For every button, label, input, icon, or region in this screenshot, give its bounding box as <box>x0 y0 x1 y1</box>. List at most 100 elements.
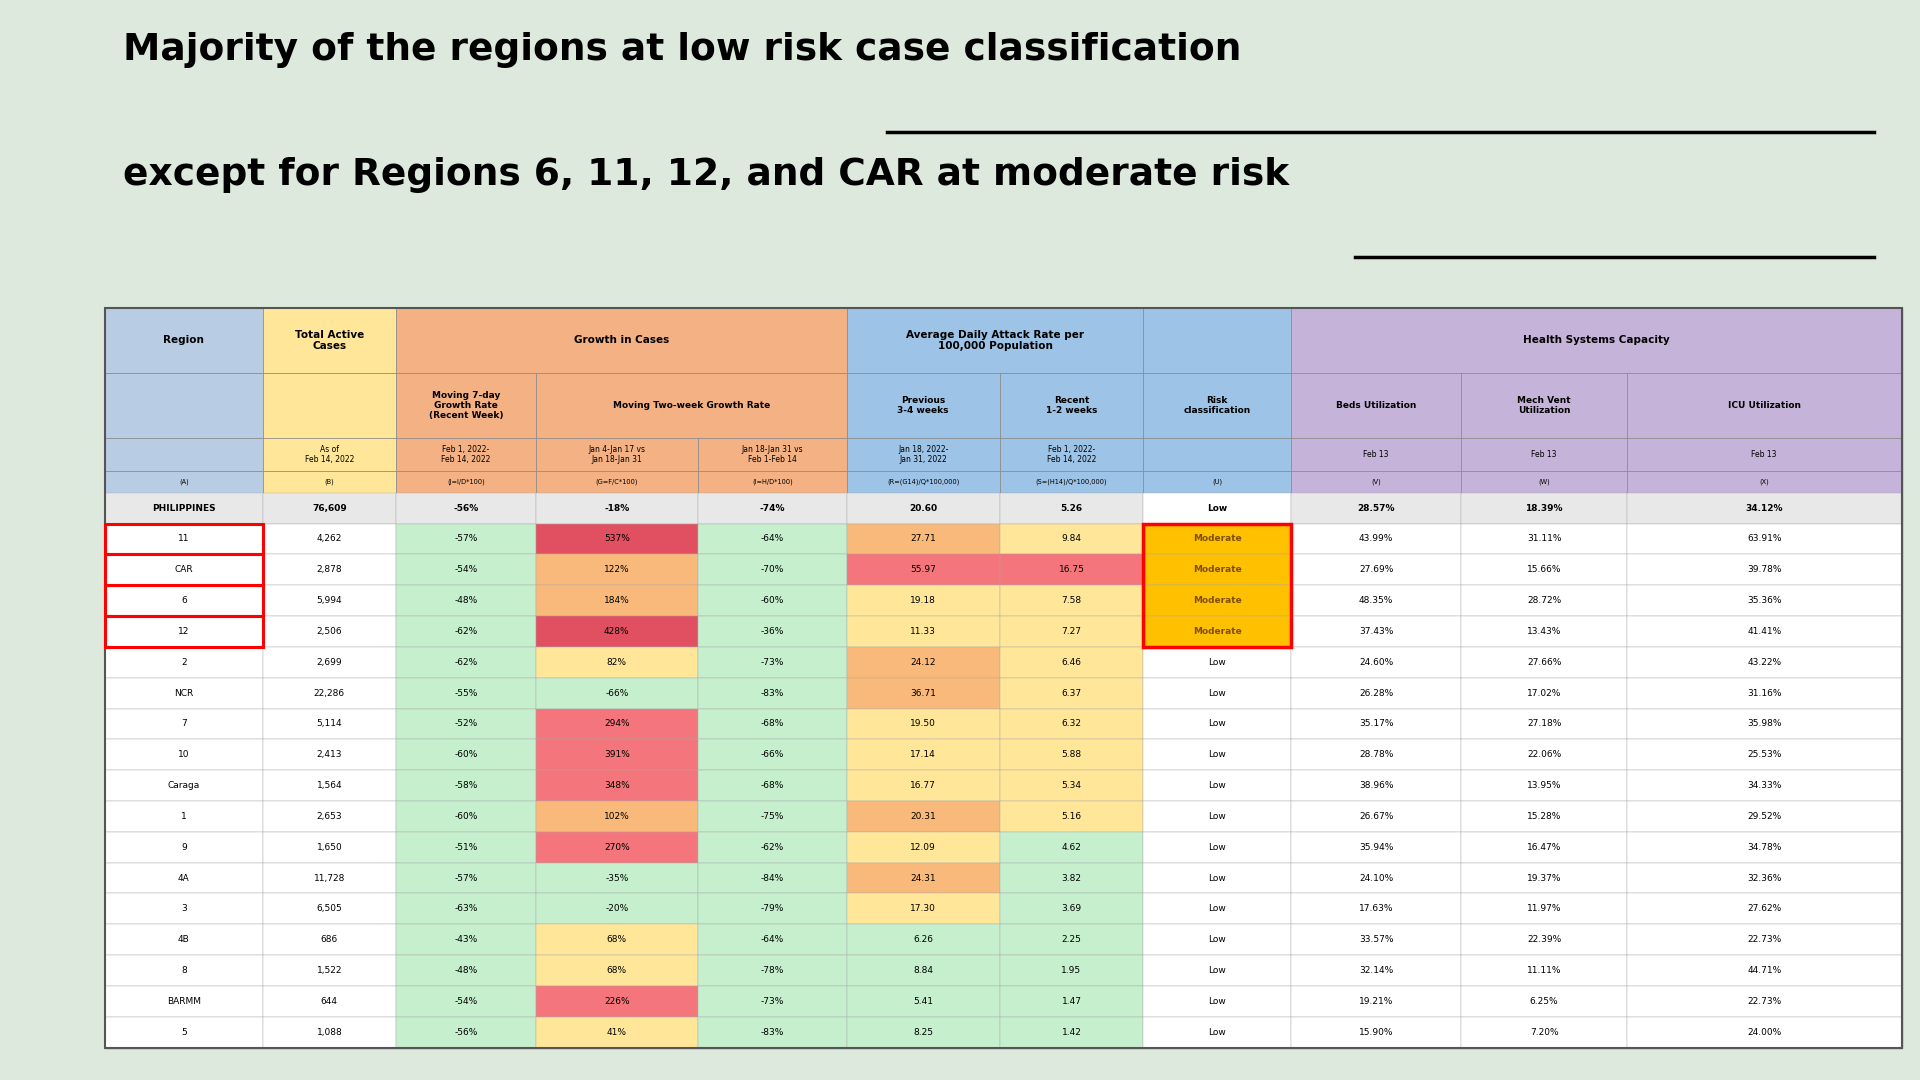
Text: (V): (V) <box>1371 478 1380 485</box>
Text: Beds Utilization: Beds Utilization <box>1336 401 1417 410</box>
Text: 39.78%: 39.78% <box>1747 565 1782 575</box>
Text: 391%: 391% <box>605 751 630 759</box>
Text: 15.90%: 15.90% <box>1359 1028 1394 1037</box>
Bar <box>697 438 847 471</box>
Bar <box>1461 524 1626 554</box>
Text: Health Systems Capacity: Health Systems Capacity <box>1523 336 1670 346</box>
Text: 26.67%: 26.67% <box>1359 812 1394 821</box>
Bar <box>1000 832 1144 863</box>
Text: -58%: -58% <box>455 781 478 791</box>
Text: 27.71: 27.71 <box>910 535 937 543</box>
Text: Jan 18-Jan 31 vs
Feb 1-Feb 14: Jan 18-Jan 31 vs Feb 1-Feb 14 <box>741 445 803 464</box>
Text: 5.34: 5.34 <box>1062 781 1081 791</box>
Text: -70%: -70% <box>760 565 783 575</box>
Bar <box>396 1016 536 1048</box>
Bar <box>263 832 396 863</box>
Bar <box>1144 373 1290 438</box>
Bar <box>847 678 1000 708</box>
Bar <box>1000 585 1144 616</box>
Text: 24.10%: 24.10% <box>1359 874 1394 882</box>
Text: 11.97%: 11.97% <box>1526 904 1561 914</box>
Text: 16.47%: 16.47% <box>1526 842 1561 852</box>
Bar <box>1461 893 1626 924</box>
Text: 686: 686 <box>321 935 338 944</box>
Bar <box>847 438 1000 471</box>
Bar <box>536 955 697 986</box>
Bar <box>536 986 697 1016</box>
Text: 32.14%: 32.14% <box>1359 966 1394 975</box>
Text: Low: Low <box>1208 812 1225 821</box>
Bar <box>1290 492 1461 524</box>
Bar <box>1290 554 1461 585</box>
Text: -62%: -62% <box>455 627 478 636</box>
Bar <box>1290 616 1461 647</box>
Bar <box>106 308 263 373</box>
Bar <box>697 955 847 986</box>
Text: -48%: -48% <box>455 596 478 605</box>
Bar <box>1290 955 1461 986</box>
Bar <box>1290 524 1461 554</box>
Bar <box>1461 740 1626 770</box>
Bar <box>1290 801 1461 832</box>
Text: 8.25: 8.25 <box>914 1028 933 1037</box>
Bar <box>263 863 396 893</box>
Text: -62%: -62% <box>760 842 783 852</box>
Text: Moving Two-week Growth Rate: Moving Two-week Growth Rate <box>612 401 770 410</box>
Bar <box>536 647 697 678</box>
Bar <box>1626 554 1901 585</box>
Bar <box>106 492 263 524</box>
Bar <box>263 1016 396 1048</box>
Text: 17.63%: 17.63% <box>1359 904 1394 914</box>
Bar <box>1144 832 1290 863</box>
Bar <box>1626 492 1901 524</box>
Bar <box>106 616 263 647</box>
Text: 5.16: 5.16 <box>1062 812 1081 821</box>
Text: Moving 7-day
Growth Rate
(Recent Week): Moving 7-day Growth Rate (Recent Week) <box>428 391 503 420</box>
Bar <box>536 492 697 524</box>
Bar <box>1000 438 1144 471</box>
Bar <box>1144 770 1290 801</box>
Bar <box>1144 308 1290 373</box>
Text: -56%: -56% <box>453 503 478 513</box>
Text: 27.66%: 27.66% <box>1526 658 1561 666</box>
Text: Jan 18, 2022-
Jan 31, 2022: Jan 18, 2022- Jan 31, 2022 <box>899 445 948 464</box>
Text: 24.31: 24.31 <box>910 874 937 882</box>
Text: 31.16%: 31.16% <box>1747 689 1782 698</box>
Text: Low: Low <box>1208 503 1227 513</box>
Text: Low: Low <box>1208 935 1225 944</box>
Text: Low: Low <box>1208 997 1225 1005</box>
Bar <box>1000 986 1144 1016</box>
Text: (X): (X) <box>1759 478 1768 485</box>
Text: 43.99%: 43.99% <box>1359 535 1394 543</box>
Text: 1,650: 1,650 <box>317 842 342 852</box>
Text: -43%: -43% <box>455 935 478 944</box>
Bar <box>1290 893 1461 924</box>
Bar <box>847 893 1000 924</box>
Text: As of
Feb 14, 2022: As of Feb 14, 2022 <box>305 445 353 464</box>
Text: Mech Vent
Utilization: Mech Vent Utilization <box>1517 395 1571 415</box>
Bar <box>106 554 263 585</box>
Text: 12.09: 12.09 <box>910 842 937 852</box>
Bar <box>1000 801 1144 832</box>
Text: -36%: -36% <box>760 627 783 636</box>
Bar <box>697 492 847 524</box>
Bar <box>1461 832 1626 863</box>
Text: -56%: -56% <box>455 1028 478 1037</box>
Text: Average Daily Attack Rate per
100,000 Population: Average Daily Attack Rate per 100,000 Po… <box>906 329 1085 351</box>
Bar <box>1461 863 1626 893</box>
Text: -75%: -75% <box>760 812 783 821</box>
Bar <box>1000 708 1144 740</box>
Bar <box>106 678 263 708</box>
Bar <box>1290 708 1461 740</box>
Text: Jan 4-Jan 17 vs
Jan 18-Jan 31: Jan 4-Jan 17 vs Jan 18-Jan 31 <box>588 445 645 464</box>
Text: CAR: CAR <box>175 565 194 575</box>
Text: 11.33: 11.33 <box>910 627 937 636</box>
Text: Low: Low <box>1208 719 1225 728</box>
Text: 226%: 226% <box>605 997 630 1005</box>
Text: 48.35%: 48.35% <box>1359 596 1394 605</box>
Bar <box>697 770 847 801</box>
Text: 20.31: 20.31 <box>910 812 937 821</box>
Bar <box>1290 585 1461 616</box>
Bar <box>1000 554 1144 585</box>
Text: except for Regions 6, 11, 12, and CAR at moderate risk: except for Regions 6, 11, 12, and CAR at… <box>123 157 1288 192</box>
